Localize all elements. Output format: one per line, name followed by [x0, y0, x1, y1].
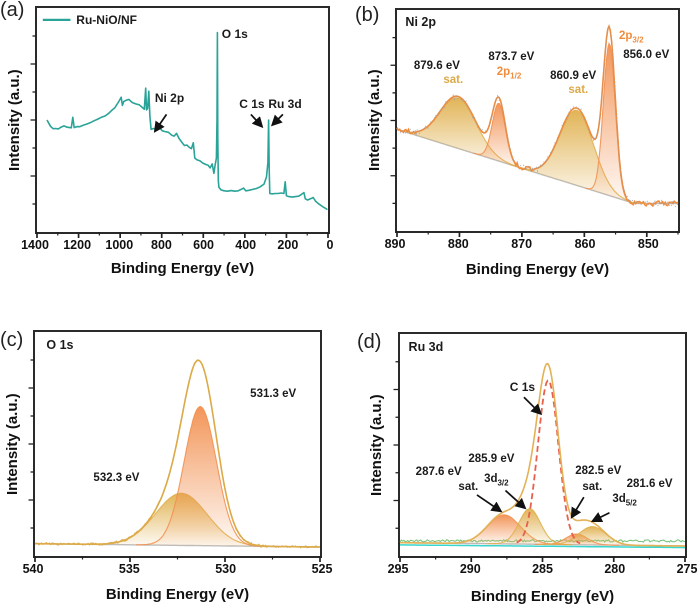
annotation-532-3-ev: 532.3 eV — [93, 472, 140, 484]
x-tick-label: 290 — [459, 562, 481, 576]
annotation-sat-: sat. — [568, 84, 589, 97]
annotation-3d3-2: 3d3/2 — [484, 472, 509, 488]
x-tick-label: 530 — [215, 562, 237, 576]
panel-c: (c) Intensity (a.u.) O 1s 531.3 eV 532.3 e… — [0, 300, 350, 615]
annotation-531-3-ev: 531.3 eV — [250, 388, 297, 400]
x-tick-label: 200 — [277, 238, 299, 252]
panel-d: (d) Intensity (a.u.) Ru 3d C 1s 287.6 eV sa… — [350, 300, 700, 615]
annotation-c-1s: C 1s — [239, 96, 265, 111]
annotation-287-6-ev: 287.6 eV — [415, 466, 462, 479]
annotation-ni-2p: Ni 2p — [405, 14, 436, 29]
x-tick-label: 1400 — [21, 238, 49, 252]
annotation-860-9-ev: 860.9 eV — [550, 69, 597, 82]
x-axis-label-a: Binding Energy (eV) — [110, 260, 255, 277]
annotation-285-9-ev: 285.9 eV — [468, 452, 515, 465]
survey-spectrum-svg — [30, 18, 329, 238]
annotation-sat-: sat. — [443, 74, 464, 87]
annotation-sat-: sat. — [582, 480, 603, 493]
annotation-281-6-ev: 281.6 eV — [626, 478, 673, 491]
x-tick-label: 0 — [326, 238, 334, 252]
x-tick-label: 1200 — [63, 238, 92, 252]
x-tick-label: 525 — [311, 562, 333, 576]
x-axis-label-d: Binding Energy (eV) — [470, 588, 615, 605]
annotation-ru-3d: Ru 3d — [408, 339, 444, 354]
plot-area-b: Ni 2p 879.6 eV sat. 873.7 eV 2p1/2 860.9 eV sa… — [390, 8, 680, 237]
y-axis-label-d: Intensity (a.u.) — [368, 394, 385, 496]
panel-a: (a) Intensity (a.u.) Ru-NiO/NF O 1s Ni 2p C… — [0, 0, 350, 300]
annotation-282-5-ev: 282.5 eV — [575, 464, 622, 477]
x-tick-label: 275 — [676, 562, 698, 576]
annotation-ni-2p: Ni 2p — [154, 91, 185, 105]
annotation-ru-nio-nf: Ru-NiO/NF — [76, 12, 137, 27]
x-axis-label-b: Binding Energy (eV) — [465, 261, 610, 278]
annotation-3d5-2: 3d5/2 — [612, 492, 637, 508]
annotation-856-0-ev: 856.0 eV — [623, 48, 670, 61]
ru3d-spectrum-svg — [393, 361, 686, 562]
panel-label-c: (c) — [0, 329, 24, 351]
x-axis-ticks-b: 890 880 870 860 850 — [385, 237, 680, 253]
ni2p-spectrum-svg — [390, 24, 679, 237]
x-tick-label: 880 — [447, 237, 469, 251]
annotation-sat-: sat. — [458, 480, 479, 493]
x-tick-label: 285 — [532, 562, 553, 576]
x-tick-label: 540 — [22, 562, 44, 576]
x-tick-label: 800 — [150, 238, 172, 252]
y-axis-label-a: Intensity (a.u.) — [6, 69, 23, 171]
x-axis-ticks-c: 540 535 530 525 — [23, 562, 333, 578]
annotation-2p3-2: 2p3/2 — [618, 29, 644, 45]
annotation-2p1-2: 2p1/2 — [496, 66, 522, 81]
panel-b: (b) Intensity (a.u.) Ni 2p 879.6 eV sat. 87… — [350, 0, 700, 300]
o1s-spectrum-svg — [28, 359, 321, 562]
panel-label-a: (a) — [0, 0, 25, 21]
annotation-c-1s: C 1s — [509, 379, 536, 394]
x-tick-label: 850 — [637, 237, 659, 251]
y-axis-label-c: Intensity (a.u.) — [4, 393, 21, 495]
annotation-873-7-ev: 873.7 eV — [488, 50, 535, 63]
plot-area-a: Ru-NiO/NF O 1s Ni 2p C 1s Ru 3d — [30, 6, 330, 238]
annotation-ru-3d: Ru 3d — [268, 96, 302, 111]
annotation-879-6-ev: 879.6 eV — [413, 59, 460, 72]
x-tick-label: 400 — [235, 238, 257, 252]
x-axis-ticks-a: 1400 1200 1000 800 600 400 200 0 — [21, 238, 333, 254]
x-tick-label: 870 — [511, 237, 533, 251]
plot-area-c: O 1s 531.3 eV 532.3 eV — [28, 330, 322, 562]
panel-label-d: (d) — [357, 331, 382, 353]
x-tick-label: 1000 — [105, 238, 134, 252]
x-axis-ticks-d: 295 290 285 280 275 — [388, 562, 698, 578]
x-tick-label: 280 — [604, 562, 626, 576]
panel-label-b: (b) — [355, 4, 380, 26]
x-tick-label: 860 — [574, 237, 596, 251]
x-tick-label: 600 — [193, 238, 214, 252]
x-tick-label: 890 — [384, 237, 406, 251]
x-tick-label: 295 — [387, 562, 409, 576]
y-axis-label-b: Intensity (a.u.) — [366, 69, 383, 172]
annotation-o-1s: O 1s — [221, 27, 248, 42]
plot-area-d: Ru 3d C 1s 287.6 eV sat. 285.9 eV 3d3/2 282.5 … — [393, 332, 687, 562]
x-axis-label-c: Binding Energy (eV) — [105, 586, 250, 603]
x-tick-label: 535 — [118, 562, 140, 576]
annotation-o-1s: O 1s — [46, 337, 74, 352]
